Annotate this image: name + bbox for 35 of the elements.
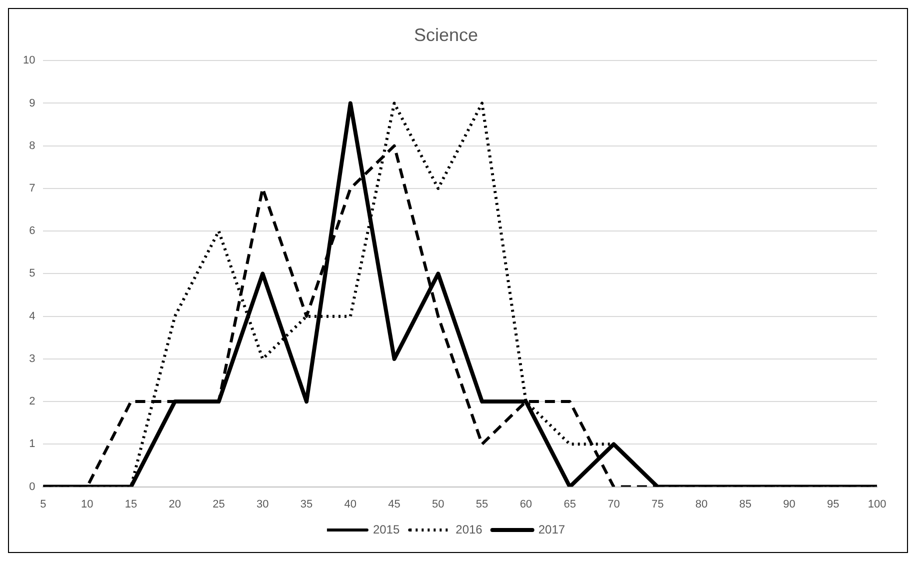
- y-tick-label: 6: [29, 225, 36, 238]
- x-tick-label: 55: [476, 498, 488, 510]
- chart-title: Science: [414, 24, 478, 45]
- x-tick-label: 70: [608, 498, 620, 510]
- legend-label: 2015: [372, 522, 400, 536]
- x-tick-label: 30: [256, 498, 269, 510]
- y-tick-label: 10: [22, 54, 36, 67]
- y-tick-label: 2: [29, 396, 36, 408]
- x-tick-label: 95: [826, 498, 840, 510]
- legend-label: 2016: [456, 522, 483, 536]
- y-tick-label: 7: [29, 182, 36, 194]
- x-tick-label: 60: [520, 498, 532, 510]
- x-tick-label: 75: [651, 498, 664, 510]
- x-tick-label: 50: [432, 498, 444, 510]
- x-tick-label: 80: [695, 498, 708, 510]
- x-tick-label: 90: [783, 498, 796, 510]
- x-tick-label: 5: [40, 498, 46, 510]
- x-tick-label: 65: [564, 498, 576, 510]
- x-tick-label: 35: [300, 498, 313, 510]
- x-tick-label: 40: [344, 498, 357, 510]
- x-tick-label: 25: [212, 498, 225, 510]
- y-tick-label: 4: [29, 310, 36, 322]
- y-tick-label: 9: [29, 97, 36, 110]
- x-tick-label: 45: [388, 498, 400, 510]
- y-tick-label: 8: [29, 140, 36, 152]
- x-tick-label: 85: [739, 498, 752, 510]
- y-tick-label: 3: [29, 352, 36, 365]
- x-tick-label: 100: [868, 498, 886, 510]
- y-tick-label: 5: [29, 268, 36, 280]
- x-tick-label: 15: [124, 498, 138, 510]
- x-tick-label: 10: [80, 498, 94, 510]
- x-tick-label: 20: [168, 498, 182, 510]
- y-tick-label: 1: [29, 438, 36, 450]
- legend-label: 2017: [538, 522, 566, 536]
- y-tick-label: 0: [29, 480, 36, 493]
